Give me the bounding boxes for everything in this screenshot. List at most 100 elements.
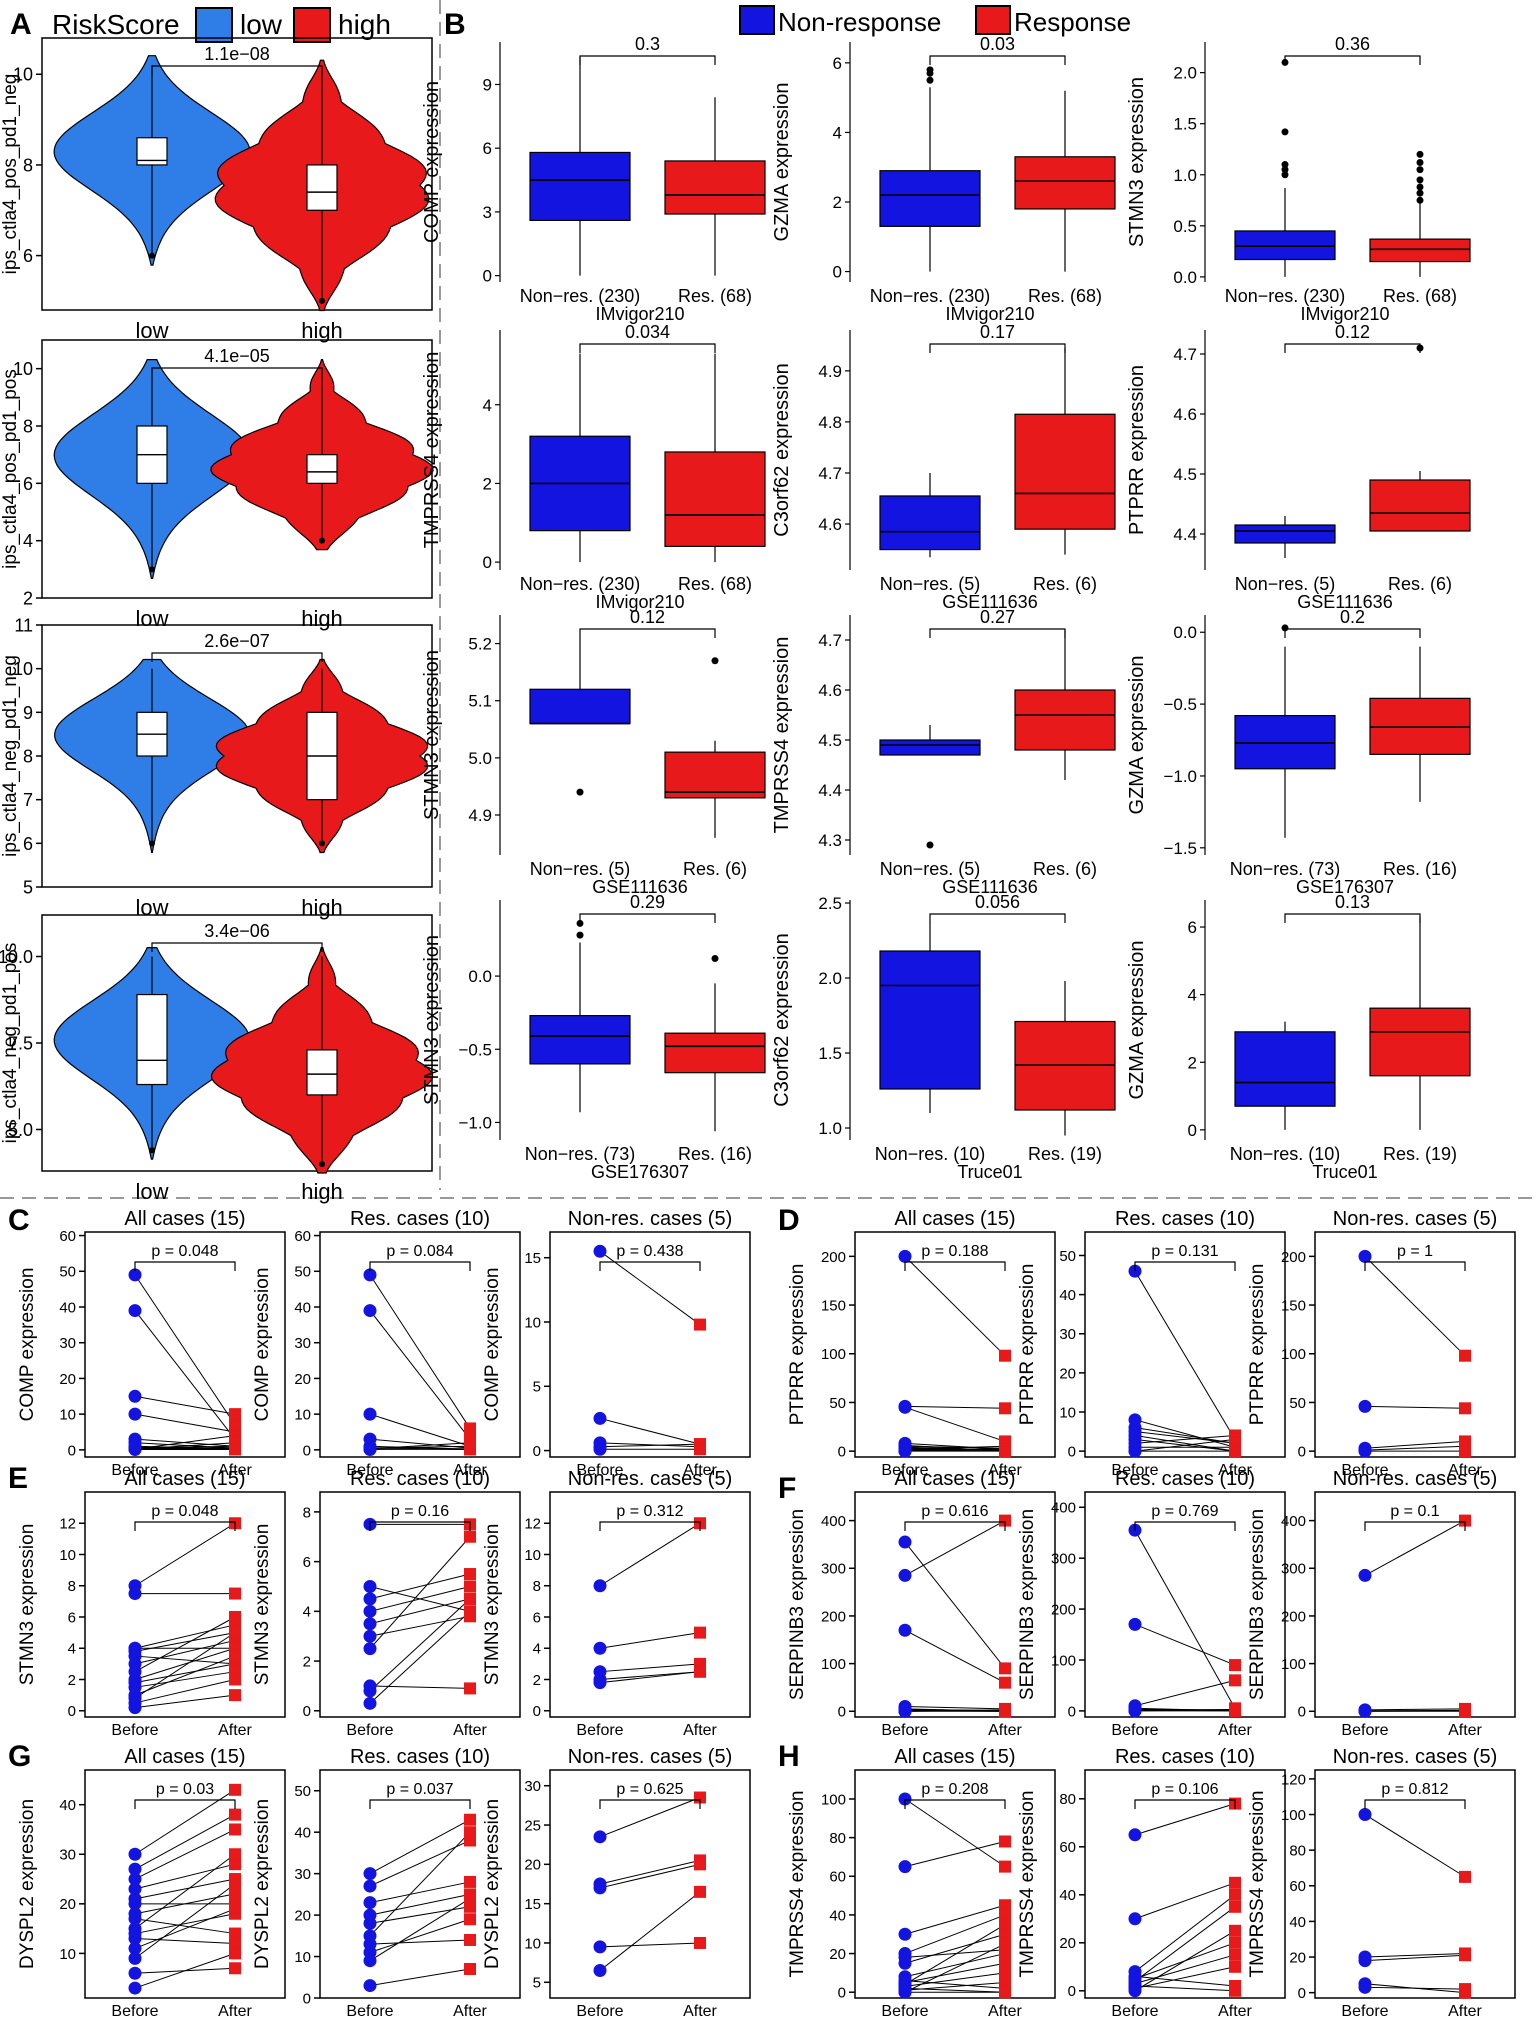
- box-pvalue: 0.12: [630, 607, 665, 627]
- paired-title: Res. cases (10): [350, 1468, 490, 1490]
- box-pvalue-bracket: [579, 628, 716, 638]
- paired-xlabel-after: After: [683, 1462, 717, 1479]
- paired-before-point: [128, 1304, 142, 1318]
- paired-before-point: [363, 1684, 377, 1698]
- box-ytick-label: −0.5: [458, 1040, 492, 1059]
- paired-after-point: [999, 1899, 1011, 1912]
- paired-before-point: [898, 1400, 912, 1414]
- paired-ytick-label: 40: [1059, 1287, 1076, 1304]
- violin-outlier: [319, 297, 325, 304]
- paired-pvalue-bracket: [134, 1261, 236, 1271]
- paired-line: [369, 1274, 471, 1429]
- paired-xlabel-after: After: [218, 2003, 252, 2020]
- paired-line: [369, 1310, 471, 1440]
- paired-line: [904, 1980, 1006, 1989]
- box-ytick-label: 4.6: [818, 515, 842, 534]
- paired-ytick-label: 8: [68, 1578, 76, 1595]
- paired-after-point: [464, 1962, 476, 1975]
- box-pvalue: 0.2: [1340, 607, 1365, 627]
- box-ytick-label: 4.4: [818, 781, 842, 800]
- paired-ytick-label: 40: [59, 1797, 76, 1814]
- paired-before-point: [898, 1927, 912, 1941]
- panel-label-g: G: [8, 1740, 31, 1773]
- box-ytick-label: 6: [483, 139, 492, 158]
- paired-ytick-label: 40: [1289, 1914, 1306, 1931]
- paired-before-point: [363, 1979, 377, 1993]
- paired-line: [134, 1952, 236, 1989]
- paired-before-point: [898, 1444, 912, 1458]
- box-xlabel: Res. (6): [1388, 574, 1452, 594]
- paired-line: [599, 1442, 701, 1448]
- paired-ytick-label: 150: [821, 1297, 846, 1314]
- paired-xlabel-after: After: [218, 1462, 252, 1479]
- paired-line: [904, 1982, 1006, 1991]
- paired-pvalue-bracket: [134, 1521, 236, 1531]
- paired-ytick-label: 100: [821, 1346, 846, 1363]
- violin-outlier: [319, 537, 325, 544]
- paired-ytick-label: 25: [524, 1817, 541, 1834]
- box-dataset-label: Truce01: [957, 1162, 1022, 1182]
- box-nonresponse: [1234, 230, 1336, 261]
- paired-line: [369, 1968, 471, 1987]
- paired-line: [369, 1840, 471, 1887]
- paired-after-point: [694, 1936, 706, 1949]
- paired-ytick-label: 10: [524, 1314, 541, 1331]
- paired-after-point: [229, 1937, 241, 1950]
- paired-line: [904, 1949, 1006, 1958]
- box-ytick-label: 4.7: [818, 631, 842, 650]
- legend-res-label: Response: [1014, 7, 1131, 37]
- box-outlier: [576, 931, 584, 939]
- paired-pvalue: p = 0.03: [156, 1781, 214, 1798]
- box-ytick-label: 4.6: [1173, 405, 1197, 424]
- box-ytick-label: 0.5: [1173, 217, 1197, 236]
- box-ytick-label: 6: [833, 54, 842, 73]
- paired-line: [369, 1585, 471, 1612]
- boxplot-5: 4.6 4.7 4.8 4.9 Non−res. (5) Res. (6)GSE11163…: [771, 322, 1116, 612]
- box-response: [1369, 238, 1471, 263]
- paired-before-point: [363, 1407, 377, 1421]
- paired-pvalue: p = 0.769: [1151, 1503, 1218, 1520]
- paired-after-point: [1459, 1949, 1471, 1962]
- box-ylabel: STMN3 expression: [421, 935, 443, 1105]
- box-pvalue-bracket: [1284, 55, 1421, 65]
- paired-line: [369, 1573, 471, 1600]
- paired-frame: [854, 1491, 1056, 1718]
- box-nonresponse: [529, 1015, 631, 1065]
- paired-line: [599, 1863, 701, 1889]
- paired-ytick-label: 10: [1059, 1404, 1076, 1421]
- paired-ytick-label: 30: [294, 1335, 311, 1352]
- paired-ytick-label: 50: [59, 1264, 76, 1281]
- paired-ylabel: STMN3 expression: [482, 1524, 503, 1686]
- paired-plot-11: 0 100 200 300 400 Res. cases (10) p = 0.769 Bef…: [1017, 1468, 1286, 1739]
- paired-line: [134, 1624, 236, 1649]
- legend-res-swatch: [975, 5, 1011, 35]
- box-xlabel: Res. (19): [1028, 1144, 1102, 1164]
- paired-line: [134, 1616, 236, 1673]
- paired-xlabel-before: Before: [1111, 1722, 1158, 1739]
- paired-frame: [84, 1491, 286, 1718]
- box-pvalue: 0.29: [630, 892, 665, 912]
- paired-ytick-label: 6: [533, 1609, 541, 1626]
- paired-pvalue-bracket: [1364, 1261, 1466, 1271]
- paired-ytick-label: 10: [59, 1547, 76, 1564]
- paired-before-point: [363, 1304, 377, 1318]
- paired-plot-10: 0 100 200 300 400 All cases (15) p = 0.616 Befo…: [787, 1468, 1056, 1739]
- box-ytick-label: 2: [833, 193, 842, 212]
- box-pvalue: 0.03: [980, 34, 1015, 54]
- box-nonresponse: [529, 151, 631, 222]
- box-xlabel: Non−res. (230): [520, 286, 641, 306]
- paired-after-point: [229, 1848, 241, 1861]
- box-ytick-label: 3: [483, 203, 492, 222]
- paired-line: [134, 1853, 236, 1930]
- box-nonresponse: [879, 739, 981, 756]
- paired-ytick-label: 80: [829, 1830, 846, 1847]
- box-ytick-label: −1.5: [1163, 839, 1197, 858]
- paired-pvalue: p = 0.188: [921, 1243, 988, 1260]
- box-ytick-label: 0: [483, 553, 492, 572]
- violin-chart-3: 5 6 7 8 9 10 11 low high 2.6e−07 ips_ctla4_neg_pd1…: [0, 615, 433, 920]
- box-xlabel: Res. (6): [1033, 859, 1097, 879]
- paired-pvalue: p = 0.16: [391, 1503, 449, 1520]
- paired-before-point: [593, 1411, 607, 1425]
- paired-after-point: [999, 1937, 1011, 1950]
- paired-plot-18: 0 20 40 60 80 100 120 Non-res. cases (5) p = 0.8…: [1247, 1746, 1516, 2020]
